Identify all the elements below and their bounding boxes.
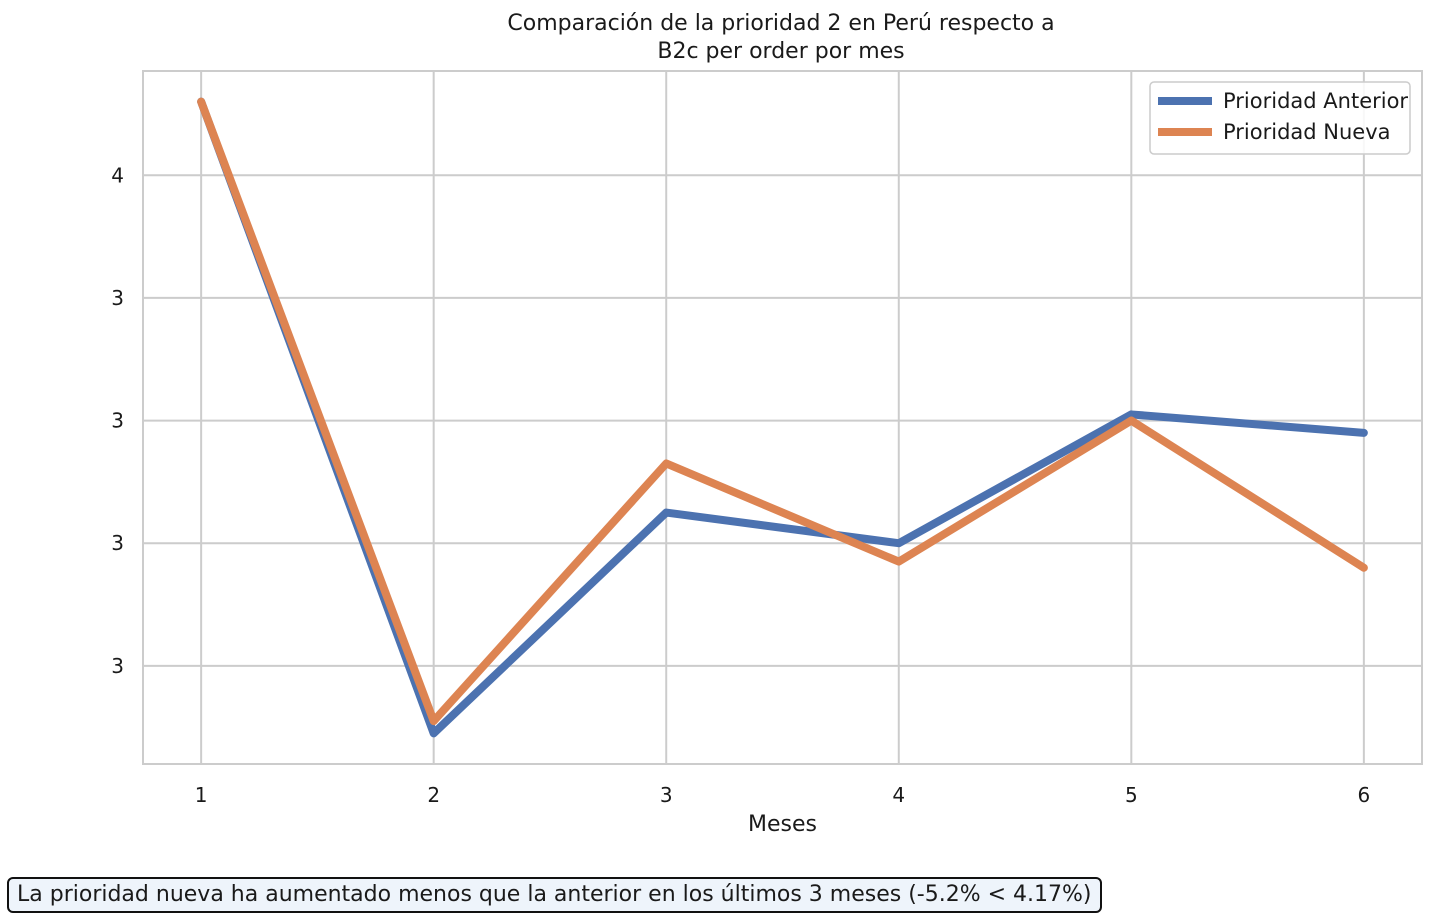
y-tick-label: 3 xyxy=(111,654,124,678)
x-tick-label: 4 xyxy=(892,783,905,807)
chart-title-line-2: B2c per order por mes xyxy=(657,39,905,64)
legend: Prioridad Anterior Prioridad Nueva xyxy=(1149,81,1411,155)
legend-box xyxy=(1149,81,1411,155)
legend-label: Prioridad Anterior xyxy=(1223,89,1408,113)
series-line-1 xyxy=(197,97,1368,738)
y-tick-label: 4 xyxy=(111,163,124,187)
x-tick-label: 2 xyxy=(427,783,440,807)
series-line-2 xyxy=(197,97,1368,726)
summary-note: La prioridad nueva ha aumentado menos qu… xyxy=(7,877,1102,913)
plot-frame xyxy=(142,70,1423,765)
series-lines xyxy=(197,97,1368,738)
y-tick-label: 3 xyxy=(111,409,124,433)
chart-title-line-1: Comparación de la prioridad 2 en Perú re… xyxy=(507,11,1055,36)
x-axis-ticks: 1 2 3 4 5 6 xyxy=(195,783,1370,807)
y-tick-label: 3 xyxy=(111,531,124,555)
x-tick-label: 3 xyxy=(660,783,673,807)
x-tick-label: 6 xyxy=(1357,783,1370,807)
x-tick-label: 5 xyxy=(1125,783,1138,807)
legend-label: Prioridad Nueva xyxy=(1223,120,1391,144)
x-axis-label: Meses xyxy=(748,812,817,837)
grid-lines xyxy=(143,71,1422,764)
x-tick-label: 1 xyxy=(195,783,208,807)
y-tick-label: 3 xyxy=(111,286,124,310)
y-axis-ticks: 4 3 3 3 3 xyxy=(111,163,124,678)
